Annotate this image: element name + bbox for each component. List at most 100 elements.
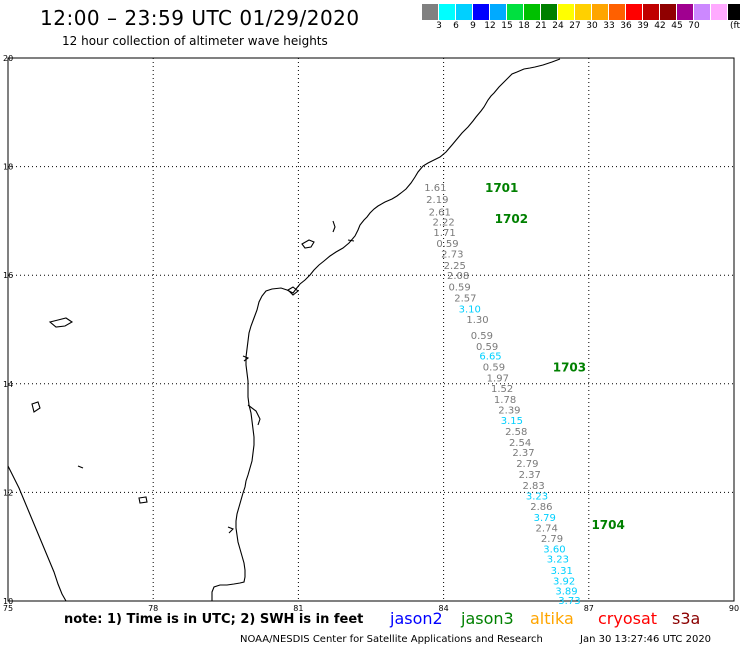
swh-value: 3.10 xyxy=(459,304,481,315)
colorbar-swatch xyxy=(677,4,694,20)
satellite-legend-jason2: jason2 xyxy=(390,609,443,628)
swh-value: 1.97 xyxy=(487,373,509,384)
x-tick-label: 75 xyxy=(3,604,13,613)
y-tick-label: 20 xyxy=(3,54,13,63)
colorbar-tick-label: 70 xyxy=(688,21,700,31)
swh-value: 2.86 xyxy=(530,502,552,513)
satellite-legend-jason3: jason3 xyxy=(461,609,514,628)
pass-number: 1703 xyxy=(553,360,586,374)
swh-value: 6.65 xyxy=(479,352,501,363)
pass-number: 1701 xyxy=(485,181,518,195)
colorbar-swatch xyxy=(422,4,439,20)
island-5 xyxy=(31,401,41,413)
swh-value: 2.25 xyxy=(444,261,466,272)
swh-value: 2.83 xyxy=(522,481,544,492)
y-tick-label: 14 xyxy=(3,380,13,389)
coastline xyxy=(7,58,561,602)
swh-value: 2.58 xyxy=(505,427,527,438)
colorbar-swatch xyxy=(660,4,677,20)
x-tick-label: 87 xyxy=(584,604,594,613)
swh-value: 3.73 xyxy=(558,596,580,607)
colorbar-swatch xyxy=(728,4,740,20)
swh-value: 1.71 xyxy=(433,228,455,239)
swh-value: 2.08 xyxy=(447,271,469,282)
colorbar-swatches xyxy=(422,4,740,20)
swh-value: 3.15 xyxy=(501,416,523,427)
swh-value: 1.61 xyxy=(424,183,446,194)
island-3 xyxy=(332,220,336,233)
swh-value: 3.79 xyxy=(534,513,556,524)
swh-value: 3.60 xyxy=(543,544,565,555)
colorbar-swatch xyxy=(575,4,592,20)
colorbar-swatch xyxy=(541,4,558,20)
swh-value: 3.23 xyxy=(526,492,548,503)
colorbar-tick-label: 6 xyxy=(453,21,459,31)
island-7 xyxy=(247,404,261,426)
swh-value: 0.59 xyxy=(436,239,458,250)
satellite-pass-labels: 1701 1702 1703 1704 xyxy=(485,181,625,532)
colorbar-unit-label: (ft) xyxy=(730,21,740,31)
swh-value: 0.59 xyxy=(483,362,505,373)
colorbar-swatch xyxy=(592,4,609,20)
swh-value: 3.31 xyxy=(551,566,573,577)
swh-value: 3.89 xyxy=(555,587,577,598)
colorbar-tick-label: 12 xyxy=(484,21,496,31)
swh-value: 3.92 xyxy=(553,576,575,587)
swh-observations: 1.612.192.612.221.710.592.732.252.080.59… xyxy=(424,183,580,607)
credit-line: NOAA/NESDIS Center for Satellite Applica… xyxy=(240,634,543,645)
swh-value: 0.59 xyxy=(448,283,470,294)
footer-note: note: 1) Time is in UTC; 2) SWH is in fe… xyxy=(64,612,364,627)
swh-value: 0.59 xyxy=(476,342,498,353)
colorbar-tick-label: 42 xyxy=(654,21,666,31)
island-2 xyxy=(301,239,315,249)
x-tick-label: 90 xyxy=(729,604,739,613)
colorbar-swatch xyxy=(558,4,575,20)
island-1 xyxy=(48,317,74,328)
sri-lanka-coastline xyxy=(7,465,67,602)
x-tick-label: 81 xyxy=(293,604,303,613)
colorbar-tick-label: 39 xyxy=(637,21,649,31)
x-tick-label: 78 xyxy=(148,604,158,613)
swh-value: 2.79 xyxy=(541,534,563,545)
map-title: 12:00 – 23:59 UTC 01/29/2020 xyxy=(40,6,360,30)
y-tick-label: 16 xyxy=(3,271,13,280)
colorbar-tick-label: 33 xyxy=(603,21,615,31)
colorbar-tick-label: 27 xyxy=(569,21,581,31)
swh-value: 3.23 xyxy=(547,555,569,566)
colorbar-swatch xyxy=(711,4,728,20)
colorbar-tick-label: 21 xyxy=(535,21,547,31)
colorbar-tick-label: 45 xyxy=(671,21,683,31)
island-8 xyxy=(242,355,250,362)
swh-value: 2.73 xyxy=(441,249,463,260)
swh-value: 1.30 xyxy=(466,315,488,326)
swh-value: 2.19 xyxy=(426,195,448,206)
colorbar-swatch xyxy=(626,4,643,20)
island-4 xyxy=(287,286,299,296)
swh-value: 2.79 xyxy=(516,459,538,470)
colorbar-swatch xyxy=(507,4,524,20)
generation-timestamp: Jan 30 13:27:46 UTC 2020 xyxy=(580,634,712,645)
swh-value: 1.52 xyxy=(491,384,513,395)
colorbar-tick-label: 36 xyxy=(620,21,632,31)
colorbar-swatch xyxy=(473,4,490,20)
colorbar-tick-label: 24 xyxy=(552,21,564,31)
colorbar-tick-label: 15 xyxy=(501,21,513,31)
colorbar-swatch xyxy=(609,4,626,20)
swh-value: 0.59 xyxy=(471,331,493,342)
axis-tick-labels: 75 78 81 84 87 90 20 18 16 14 12 10 xyxy=(3,54,739,613)
colorbar-tick-label: 3 xyxy=(436,21,442,31)
colorbar-swatch xyxy=(490,4,507,20)
satellite-legend-s3a: s3a xyxy=(672,609,701,628)
swh-value: 2.74 xyxy=(536,524,558,535)
x-tick-label: 84 xyxy=(439,604,449,613)
satellite-legend-cryosat: cryosat xyxy=(598,609,658,628)
colorbar-swatch xyxy=(694,4,711,20)
colorbar-tick-label: 9 xyxy=(470,21,476,31)
colorbar-tick-label: 18 xyxy=(518,21,530,31)
swh-value: 2.37 xyxy=(519,470,541,481)
swh-value: 2.37 xyxy=(512,448,534,459)
map-subtitle: 12 hour collection of altimeter wave hei… xyxy=(62,34,328,48)
